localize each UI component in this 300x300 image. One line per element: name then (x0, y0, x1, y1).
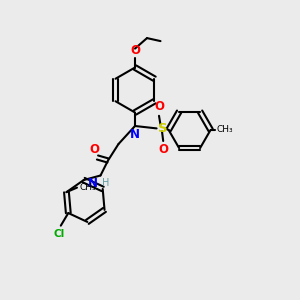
Text: O: O (158, 143, 168, 156)
Text: N: N (88, 177, 98, 190)
Text: N: N (130, 128, 140, 140)
Text: O: O (89, 143, 99, 156)
Text: O: O (154, 100, 164, 113)
Text: S: S (158, 122, 168, 135)
Text: CH₃: CH₃ (217, 125, 233, 134)
Text: O: O (130, 44, 140, 57)
Text: CH₃: CH₃ (80, 183, 96, 192)
Text: H: H (102, 178, 110, 188)
Text: Cl: Cl (54, 229, 65, 238)
